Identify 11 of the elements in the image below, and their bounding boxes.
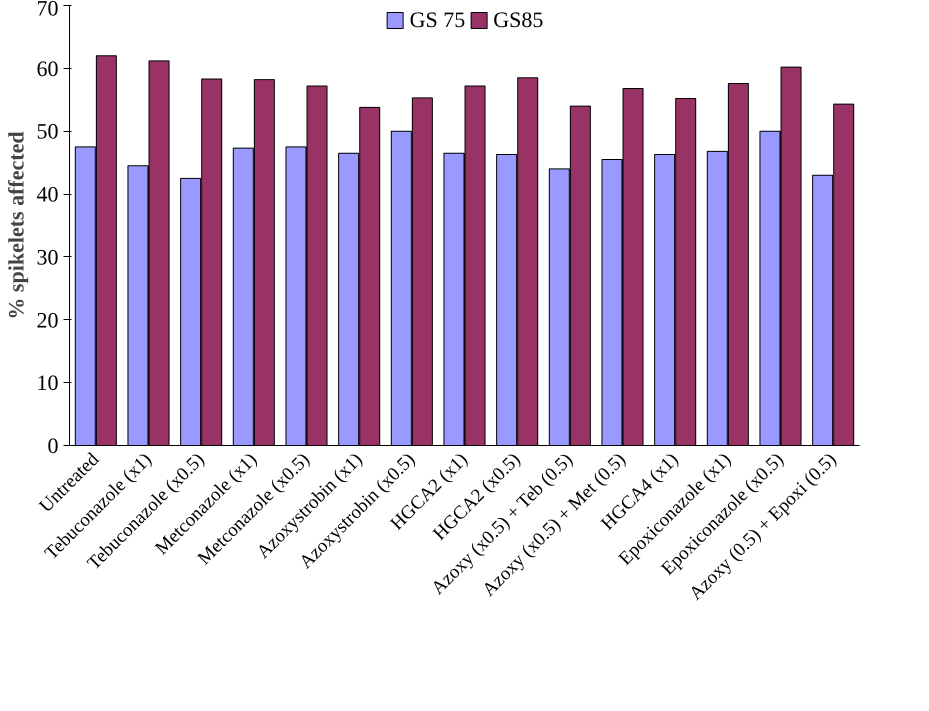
- y-tick-label: 10: [36, 370, 58, 396]
- y-tick-label: 30: [36, 244, 58, 270]
- y-tick-label: 60: [36, 56, 58, 81]
- y-tick-label: 50: [36, 118, 58, 144]
- y-tick-label: 70: [36, 0, 58, 20]
- y-axis-title: % spikelets affected: [4, 131, 28, 320]
- y-tick-label: 0: [48, 433, 58, 458]
- legend-label: GS 75: [410, 7, 466, 33]
- legend-label: GS85: [493, 7, 544, 33]
- y-tick-label: 20: [36, 307, 58, 332]
- y-tick-label: 40: [36, 182, 58, 207]
